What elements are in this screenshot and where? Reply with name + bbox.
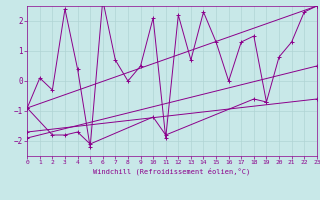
X-axis label: Windchill (Refroidissement éolien,°C): Windchill (Refroidissement éolien,°C): [93, 168, 251, 175]
